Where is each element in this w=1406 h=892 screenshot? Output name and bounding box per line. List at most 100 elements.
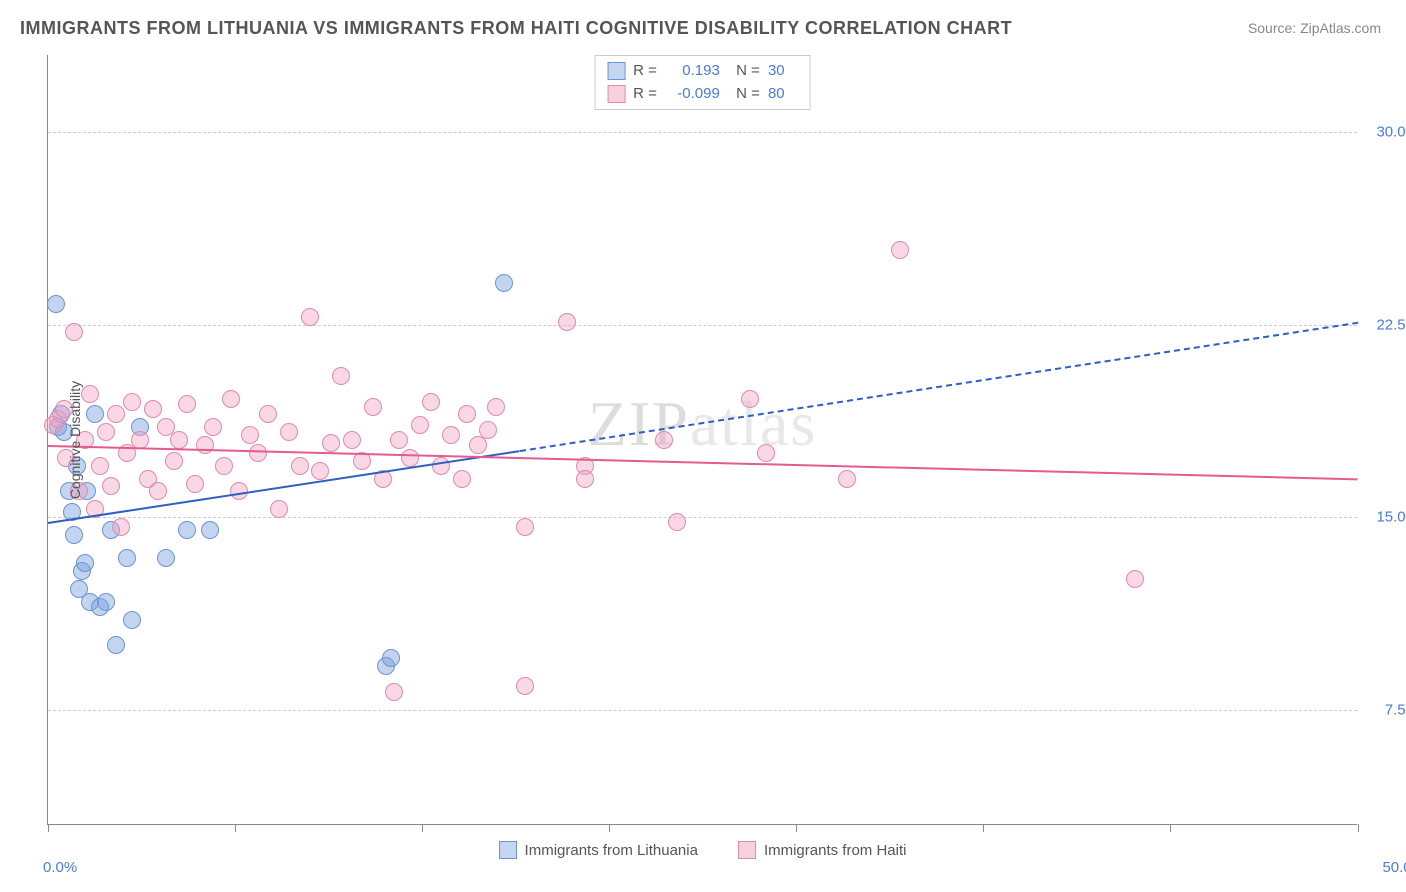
scatter-point xyxy=(301,308,319,326)
scatter-point xyxy=(165,452,183,470)
stats-row: R = -0.099 N = 80 xyxy=(607,83,798,106)
stats-legend-box: R =0.193 N =30R = -0.099 N = 80 xyxy=(594,55,811,110)
legend-swatch xyxy=(499,841,517,859)
stat-n-label: N = xyxy=(728,83,760,106)
scatter-point xyxy=(411,416,429,434)
stat-r-value: 0.193 xyxy=(665,60,720,83)
stat-n-label: N = xyxy=(728,60,760,83)
bottom-legend: Immigrants from Lithuania Immigrants from… xyxy=(499,841,907,859)
scatter-point xyxy=(891,241,909,259)
scatter-point xyxy=(291,457,309,475)
scatter-point xyxy=(280,423,298,441)
y-tick-label: 15.0% xyxy=(1376,509,1406,526)
legend-item: Immigrants from Haiti xyxy=(738,841,907,859)
y-tick-label: 30.0% xyxy=(1376,124,1406,141)
scatter-point xyxy=(149,482,167,500)
trend-line-extrapolated xyxy=(519,322,1358,452)
scatter-point xyxy=(201,521,219,539)
scatter-point xyxy=(76,554,94,572)
legend-label: Immigrants from Haiti xyxy=(764,842,907,859)
scatter-point xyxy=(215,457,233,475)
scatter-point xyxy=(222,390,240,408)
x-tick xyxy=(235,824,236,832)
scatter-point xyxy=(458,405,476,423)
scatter-point xyxy=(86,405,104,423)
scatter-point xyxy=(655,431,673,449)
stat-n-value: 80 xyxy=(768,83,798,106)
scatter-point xyxy=(453,470,471,488)
scatter-point xyxy=(838,470,856,488)
scatter-point xyxy=(102,477,120,495)
scatter-point xyxy=(47,295,65,313)
scatter-point xyxy=(741,390,759,408)
scatter-point xyxy=(576,470,594,488)
scatter-point xyxy=(558,313,576,331)
scatter-point xyxy=(97,423,115,441)
scatter-point xyxy=(123,611,141,629)
x-tick xyxy=(422,824,423,832)
scatter-point xyxy=(204,418,222,436)
scatter-point xyxy=(65,526,83,544)
legend-swatch xyxy=(738,841,756,859)
scatter-point xyxy=(422,393,440,411)
scatter-point xyxy=(157,549,175,567)
y-axis-title: Cognitive Disability xyxy=(67,380,83,498)
scatter-point xyxy=(516,518,534,536)
scatter-point xyxy=(390,431,408,449)
scatter-point xyxy=(487,398,505,416)
x-tick xyxy=(609,824,610,832)
scatter-point xyxy=(432,457,450,475)
gridline xyxy=(48,325,1357,326)
scatter-point xyxy=(123,393,141,411)
gridline xyxy=(48,710,1357,711)
watermark: ZIPatlas xyxy=(588,387,817,461)
x-min-label: 0.0% xyxy=(43,859,77,876)
scatter-point xyxy=(170,431,188,449)
scatter-point xyxy=(241,426,259,444)
gridline xyxy=(48,132,1357,133)
scatter-point xyxy=(81,385,99,403)
y-tick-label: 7.5% xyxy=(1385,701,1406,718)
legend-label: Immigrants from Lithuania xyxy=(525,842,698,859)
plot-area: ZIPatlas 7.5%15.0%22.5%30.0% Cognitive D… xyxy=(47,55,1357,825)
chart-title: IMMIGRANTS FROM LITHUANIA VS IMMIGRANTS … xyxy=(20,18,1012,39)
scatter-point xyxy=(322,434,340,452)
scatter-point xyxy=(1126,570,1144,588)
scatter-point xyxy=(144,400,162,418)
scatter-point xyxy=(385,683,403,701)
legend-item: Immigrants from Lithuania xyxy=(499,841,698,859)
scatter-point xyxy=(249,444,267,462)
scatter-point xyxy=(469,436,487,454)
scatter-point xyxy=(495,274,513,292)
scatter-point xyxy=(401,449,419,467)
scatter-point xyxy=(259,405,277,423)
legend-swatch xyxy=(607,85,625,103)
scatter-point xyxy=(364,398,382,416)
x-tick xyxy=(1170,824,1171,832)
scatter-point xyxy=(65,323,83,341)
scatter-point xyxy=(668,513,686,531)
scatter-point xyxy=(178,521,196,539)
legend-swatch xyxy=(607,62,625,80)
scatter-point xyxy=(332,367,350,385)
x-tick xyxy=(796,824,797,832)
gridline xyxy=(48,517,1357,518)
scatter-point xyxy=(311,462,329,480)
x-tick xyxy=(48,824,49,832)
trend-line xyxy=(48,445,1358,480)
source-label: Source: ZipAtlas.com xyxy=(1248,20,1381,36)
stats-row: R =0.193 N =30 xyxy=(607,60,798,83)
stat-r-label: R = xyxy=(633,83,657,106)
scatter-point xyxy=(107,405,125,423)
scatter-point xyxy=(91,457,109,475)
x-max-label: 50.0% xyxy=(1382,859,1406,876)
scatter-point xyxy=(196,436,214,454)
scatter-point xyxy=(516,677,534,695)
x-tick xyxy=(983,824,984,832)
scatter-point xyxy=(112,518,130,536)
scatter-point xyxy=(382,649,400,667)
scatter-point xyxy=(186,475,204,493)
scatter-point xyxy=(270,500,288,518)
stat-r-value: -0.099 xyxy=(665,83,720,106)
scatter-point xyxy=(757,444,775,462)
